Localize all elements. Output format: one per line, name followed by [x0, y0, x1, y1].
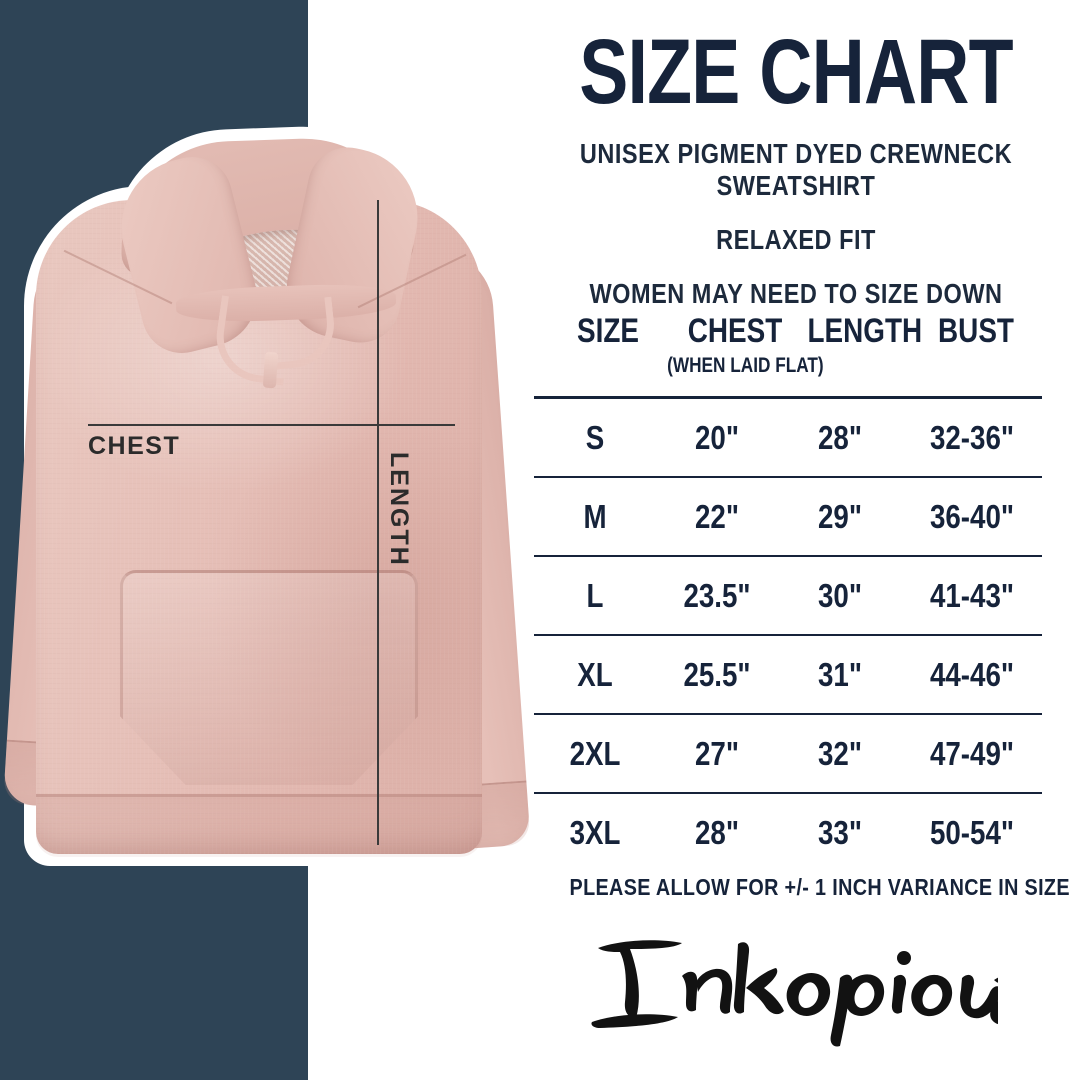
- cell-length: 30": [818, 576, 862, 614]
- length-measurement-line: [377, 200, 379, 845]
- column-header-size: SIZE: [577, 312, 639, 350]
- table-row-divider: [534, 634, 1042, 636]
- table-row-divider: [534, 792, 1042, 794]
- cell-size: S: [585, 418, 605, 456]
- column-header-note: (WHEN LAID FLAT): [667, 354, 824, 377]
- variance-note: PLEASE ALLOW FOR +/- 1 INCH VARIANCE IN …: [569, 874, 1070, 900]
- cell-bust: 41-43": [929, 576, 1015, 614]
- cell-chest: 22": [695, 497, 739, 535]
- cell-length: 29": [818, 497, 862, 535]
- cell-size: M: [583, 497, 607, 535]
- subtitle-fit: RELAXED FIT: [716, 224, 876, 256]
- table-row: S 20" 28" 32-36": [534, 399, 1042, 476]
- cell-chest: 27": [695, 734, 739, 772]
- size-table: SIZE CHEST LENGTH BUST (WHEN LAID FLAT) …: [534, 312, 1042, 871]
- cell-size: L: [586, 576, 604, 614]
- column-header-bust: BUST: [938, 312, 1014, 350]
- subtitle-sizing-advice: WOMEN MAY NEED TO SIZE DOWN: [589, 278, 1003, 310]
- table-row-divider: [534, 713, 1042, 715]
- cell-bust: 32-36": [929, 418, 1015, 456]
- column-header-chest: CHEST: [687, 312, 783, 350]
- cell-length: 31": [818, 655, 862, 693]
- cell-size: 2XL: [569, 734, 621, 772]
- cell-length: 32": [818, 734, 862, 772]
- page-title: SIZE CHART: [579, 21, 1013, 123]
- table-row: M 22" 29" 36-40": [534, 478, 1042, 555]
- column-header-length: LENGTH: [807, 312, 923, 350]
- cell-bust: 47-49": [929, 734, 1015, 772]
- cell-bust: 44-46": [929, 655, 1015, 693]
- cell-bust: 50-54": [929, 813, 1015, 851]
- cell-chest: 23.5": [683, 576, 751, 614]
- table-row-divider: [534, 476, 1042, 478]
- brand-logo: R: [534, 918, 1042, 1058]
- cell-size: XL: [577, 655, 613, 693]
- table-row: XL 25.5" 31" 44-46": [534, 636, 1042, 713]
- chest-measurement-line: [88, 424, 455, 426]
- bottom-hem: [36, 794, 482, 857]
- table-row: 3XL 28" 33" 50-54": [534, 794, 1042, 871]
- table-row: L 23.5" 30" 41-43": [534, 557, 1042, 634]
- chest-guide-label: CHEST: [88, 432, 181, 460]
- length-guide-label: LENGTH: [385, 452, 413, 567]
- product-photo: CHEST LENGTH: [3, 134, 531, 857]
- cell-chest: 28": [695, 813, 739, 851]
- cell-bust: 36-40": [929, 497, 1015, 535]
- cell-length: 33": [818, 813, 862, 851]
- size-table-header: SIZE CHEST LENGTH BUST (WHEN LAID FLAT): [534, 312, 1042, 396]
- kangaroo-pocket: [120, 570, 418, 785]
- cell-chest: 20": [695, 418, 739, 456]
- cell-length: 28": [818, 418, 862, 456]
- table-row-divider: [534, 555, 1042, 557]
- cell-size: 3XL: [569, 813, 621, 851]
- info-column: SIZE CHART UNISEX PIGMENT DYED CREWNECK …: [512, 0, 1080, 1080]
- subtitle-product: UNISEX PIGMENT DYED CREWNECK SWEATSHIRT: [579, 138, 1013, 202]
- cell-chest: 25.5": [683, 655, 751, 693]
- table-top-rule: [534, 396, 1042, 399]
- table-row: 2XL 27" 32" 47-49": [534, 715, 1042, 792]
- drawcord-aglet: [262, 351, 279, 389]
